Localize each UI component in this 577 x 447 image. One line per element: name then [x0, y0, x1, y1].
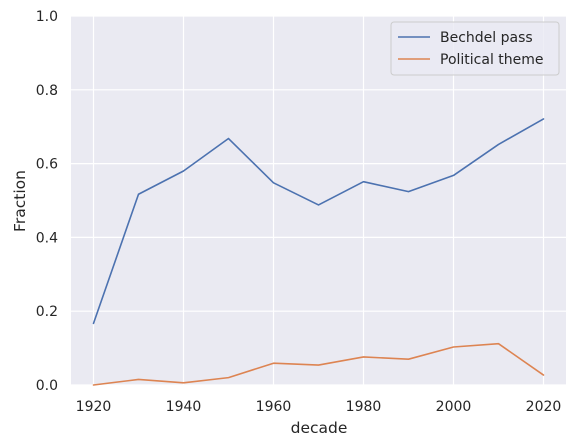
y-tick-label-4: 0.8: [36, 83, 58, 99]
plot-background: [71, 16, 566, 385]
legend-label-political-theme: Political theme: [440, 52, 544, 68]
legend: Bechdel pass Political theme: [390, 21, 560, 76]
y-tick-label-3: 0.6: [36, 157, 58, 173]
series-lines: [92, 118, 545, 386]
y-tick-label-2: 0.4: [36, 230, 58, 246]
x-tick-label-1960: 1960: [256, 399, 292, 415]
legend-box: [390, 21, 560, 76]
y-axis-ticks: 0.0 0.2 0.4 0.6 0.8 1.0: [36, 9, 58, 394]
series-line-political-theme: [92, 342, 545, 386]
x-tick-label-1940: 1940: [166, 399, 202, 415]
y-tick-label-0: 0.0: [36, 378, 58, 394]
x-tick-label-2020: 2020: [526, 399, 562, 415]
x-tick-label-1920: 1920: [76, 399, 112, 415]
x-tick-label-1980: 1980: [346, 399, 382, 415]
y-axis-label: Fraction: [11, 170, 29, 232]
series-line-bechdel-pass: [92, 118, 545, 325]
x-tick-label-2000: 2000: [436, 399, 472, 415]
legend-label-bechdel-pass: Bechdel pass: [440, 30, 533, 46]
y-tick-label-1: 0.2: [36, 304, 58, 320]
x-axis-ticks: 1920 1940 1960 1980 2000 2020: [76, 399, 562, 415]
y-tick-label-5: 1.0: [36, 9, 58, 25]
grid: [71, 15, 566, 386]
x-axis-label: decade: [291, 419, 348, 437]
